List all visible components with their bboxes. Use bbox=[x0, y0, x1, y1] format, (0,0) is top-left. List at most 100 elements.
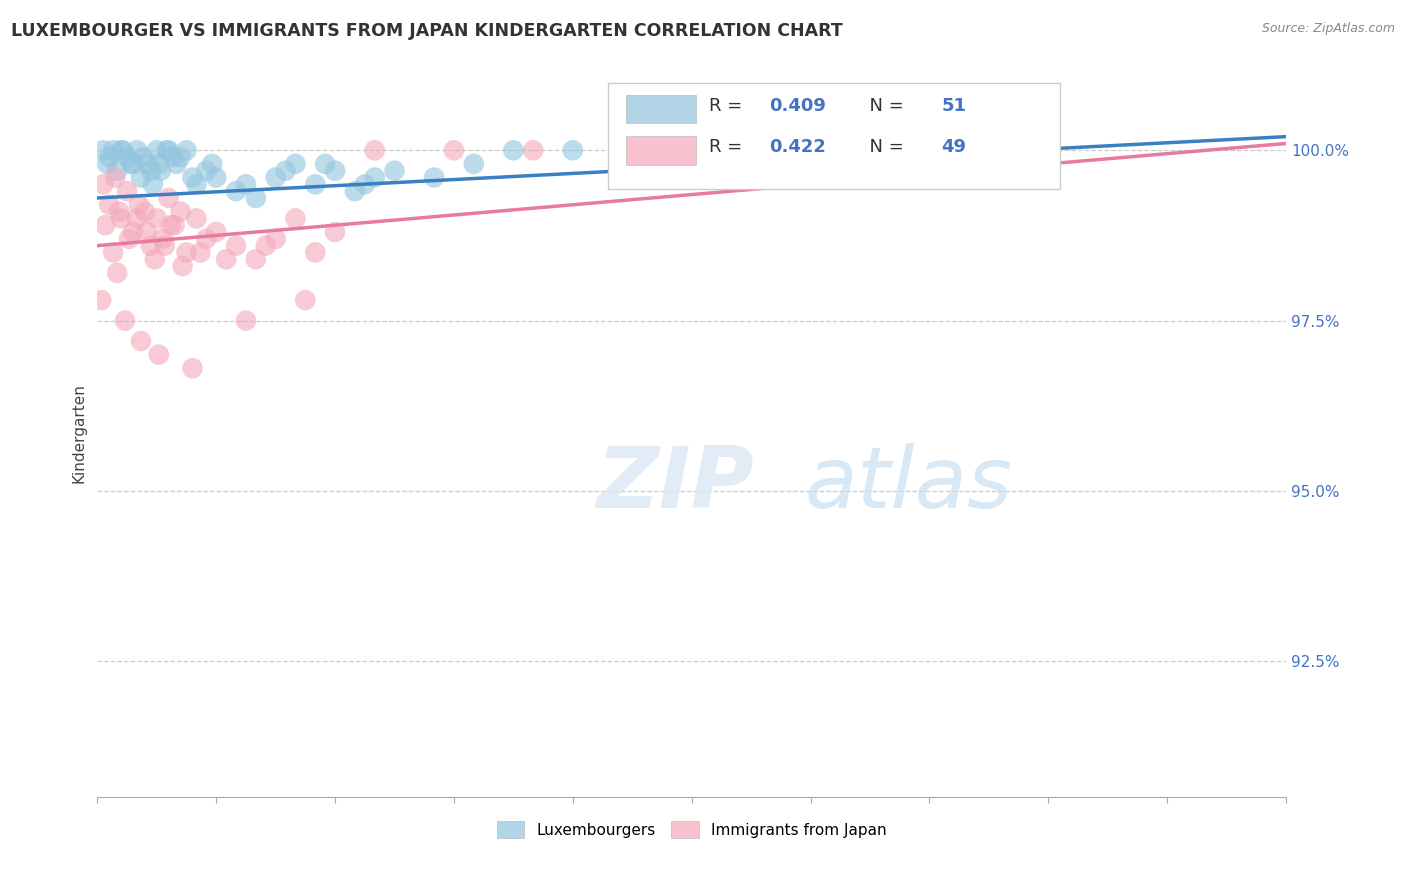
Point bbox=[115, 184, 138, 198]
Point bbox=[163, 218, 186, 232]
Point bbox=[125, 143, 148, 157]
Point bbox=[176, 143, 198, 157]
Point bbox=[186, 178, 208, 192]
Point bbox=[235, 178, 257, 192]
Point bbox=[314, 157, 336, 171]
Point bbox=[96, 157, 118, 171]
Point bbox=[245, 252, 267, 267]
Text: ZIP: ZIP bbox=[596, 442, 754, 525]
Point bbox=[162, 150, 184, 164]
Point bbox=[235, 313, 257, 327]
Point bbox=[205, 170, 228, 185]
Point bbox=[463, 157, 485, 171]
Point bbox=[225, 238, 247, 252]
Point bbox=[205, 225, 228, 239]
Point bbox=[195, 232, 218, 246]
Text: 49: 49 bbox=[941, 138, 966, 156]
Point bbox=[284, 157, 307, 171]
Point bbox=[146, 143, 169, 157]
Point bbox=[201, 157, 224, 171]
Point bbox=[139, 238, 162, 252]
Point bbox=[304, 245, 326, 260]
Point bbox=[103, 245, 125, 260]
Point bbox=[181, 170, 204, 185]
Point bbox=[245, 191, 267, 205]
Point bbox=[110, 143, 132, 157]
FancyBboxPatch shape bbox=[626, 136, 696, 165]
FancyBboxPatch shape bbox=[609, 83, 1060, 189]
Point bbox=[148, 348, 170, 362]
Point bbox=[91, 178, 114, 192]
Point bbox=[779, 143, 801, 157]
Point bbox=[120, 157, 142, 171]
Point bbox=[284, 211, 307, 226]
Point bbox=[215, 252, 238, 267]
Text: R =: R = bbox=[710, 138, 748, 156]
Point bbox=[146, 211, 169, 226]
Point bbox=[561, 143, 583, 157]
Text: R =: R = bbox=[710, 97, 748, 115]
Point bbox=[91, 143, 114, 157]
Point bbox=[176, 245, 198, 260]
Point bbox=[110, 211, 132, 226]
Point bbox=[115, 150, 138, 164]
Point bbox=[142, 178, 165, 192]
Point bbox=[186, 211, 208, 226]
Point bbox=[157, 143, 180, 157]
Point bbox=[98, 150, 121, 164]
Text: Source: ZipAtlas.com: Source: ZipAtlas.com bbox=[1261, 22, 1395, 36]
Point bbox=[323, 225, 346, 239]
Point bbox=[134, 204, 156, 219]
Point bbox=[363, 143, 385, 157]
Point bbox=[108, 204, 131, 219]
Point bbox=[98, 198, 121, 212]
Point bbox=[149, 163, 172, 178]
Point bbox=[143, 252, 166, 267]
Point bbox=[181, 361, 204, 376]
Point bbox=[879, 143, 901, 157]
Point bbox=[103, 143, 125, 157]
Point bbox=[621, 143, 644, 157]
Point bbox=[641, 143, 664, 157]
Point bbox=[94, 218, 117, 232]
Point bbox=[157, 191, 180, 205]
Point bbox=[522, 143, 544, 157]
Point bbox=[129, 170, 152, 185]
Point bbox=[132, 150, 155, 164]
Point bbox=[159, 218, 181, 232]
Y-axis label: Kindergarten: Kindergarten bbox=[72, 383, 86, 483]
Point bbox=[264, 232, 287, 246]
Point bbox=[353, 178, 375, 192]
Point bbox=[166, 157, 188, 171]
Point bbox=[90, 293, 112, 307]
Point bbox=[343, 184, 366, 198]
Point bbox=[135, 157, 157, 171]
Text: 51: 51 bbox=[941, 97, 966, 115]
Point bbox=[169, 150, 191, 164]
Point bbox=[384, 163, 406, 178]
Point bbox=[128, 198, 150, 212]
Point bbox=[153, 238, 176, 252]
Text: N =: N = bbox=[858, 97, 910, 115]
Text: atlas: atlas bbox=[804, 442, 1012, 525]
Point bbox=[190, 245, 212, 260]
Point bbox=[104, 170, 127, 185]
Point bbox=[152, 232, 174, 246]
Point bbox=[135, 225, 157, 239]
Point bbox=[423, 170, 446, 185]
Point bbox=[363, 170, 385, 185]
Point bbox=[129, 334, 152, 348]
Point bbox=[195, 163, 218, 178]
Point bbox=[156, 143, 179, 157]
Point bbox=[105, 163, 128, 178]
Point bbox=[254, 238, 277, 252]
Point bbox=[294, 293, 316, 307]
Point bbox=[169, 204, 191, 219]
Text: 0.409: 0.409 bbox=[769, 97, 825, 115]
Point bbox=[148, 157, 170, 171]
Point bbox=[114, 313, 136, 327]
Point bbox=[118, 232, 141, 246]
Text: LUXEMBOURGER VS IMMIGRANTS FROM JAPAN KINDERGARTEN CORRELATION CHART: LUXEMBOURGER VS IMMIGRANTS FROM JAPAN KI… bbox=[11, 22, 844, 40]
Point bbox=[172, 259, 194, 273]
Point bbox=[112, 143, 135, 157]
